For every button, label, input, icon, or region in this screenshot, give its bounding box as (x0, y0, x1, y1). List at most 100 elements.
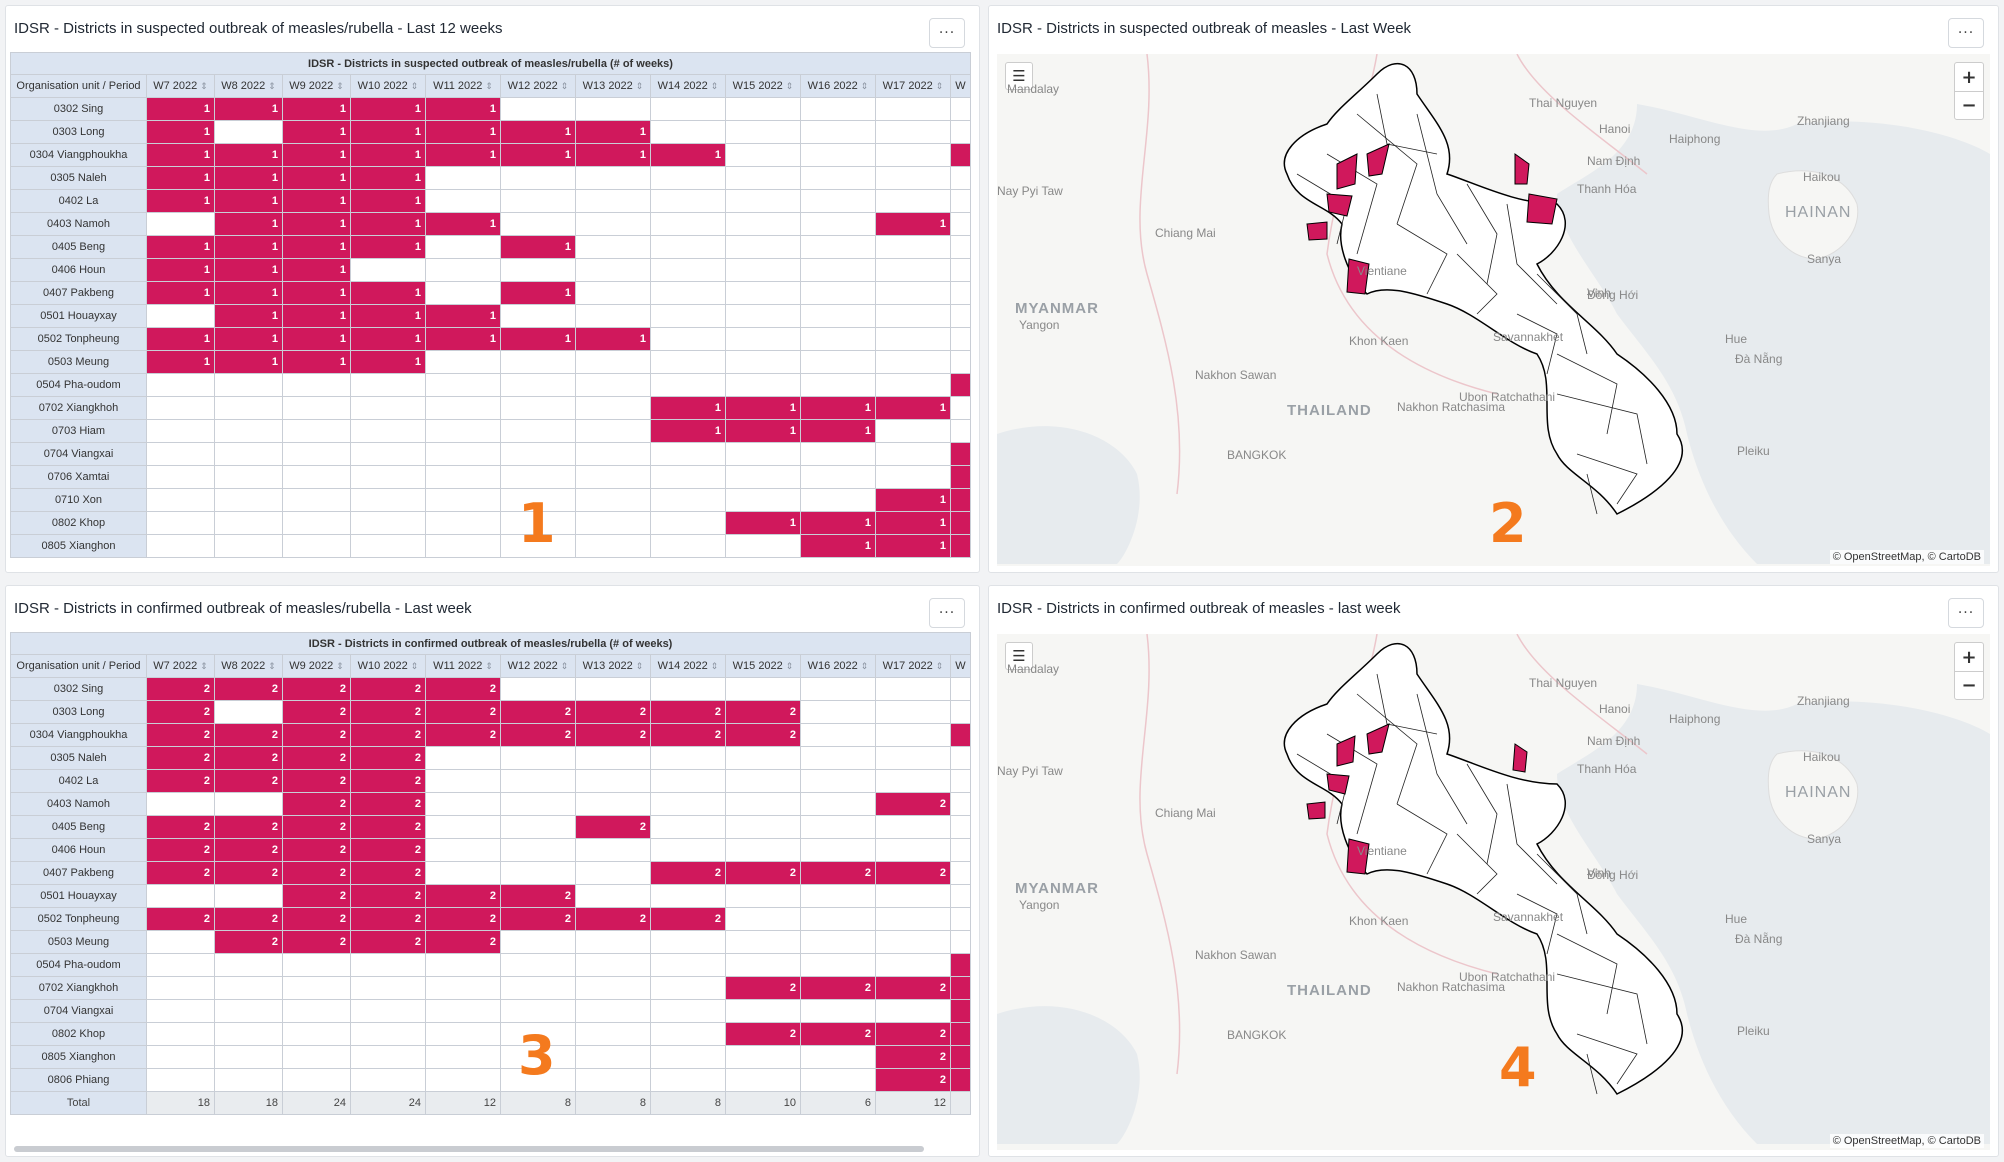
table-cell (950, 281, 971, 305)
sort-icon[interactable]: ⇕ (860, 81, 869, 91)
column-header-sortable[interactable]: W12 2022 ⇕ (500, 74, 576, 98)
column-header-sortable[interactable]: W9 2022 ⇕ (282, 654, 351, 678)
column-header-sortable[interactable]: W10 2022 ⇕ (350, 654, 426, 678)
column-header-sortable[interactable]: W13 2022 ⇕ (575, 74, 651, 98)
column-header-sortable[interactable]: W8 2022 ⇕ (214, 654, 283, 678)
sort-icon[interactable]: ⇕ (560, 661, 569, 671)
column-header-sortable[interactable]: W17 2022 ⇕ (875, 74, 951, 98)
sort-icon[interactable]: ⇕ (336, 661, 344, 671)
table-cell (214, 373, 283, 397)
column-header-sortable[interactable]: W16 2022 ⇕ (800, 74, 876, 98)
table-cell: 2 (575, 907, 651, 931)
sort-icon[interactable]: ⇕ (785, 81, 794, 91)
table-cell (214, 488, 283, 512)
column-header-sortable[interactable]: W15 2022 ⇕ (725, 654, 801, 678)
sort-icon[interactable]: ⇕ (336, 81, 344, 91)
column-header-sortable[interactable]: W7 2022 ⇕ (146, 654, 215, 678)
table-cell (800, 281, 876, 305)
outbreak-district[interactable] (1366, 723, 1390, 755)
outbreak-district[interactable] (1346, 258, 1370, 295)
column-header-sortable[interactable]: W7 2022 ⇕ (146, 74, 215, 98)
sort-icon[interactable]: ⇕ (635, 661, 644, 671)
panel-menu-button[interactable]: ··· (929, 598, 965, 628)
map-view[interactable]: ☰ + − © OpenStreetMap, © CartoDB Mandala… (997, 54, 1990, 566)
sort-icon[interactable]: ⇕ (635, 81, 644, 91)
table-cell: 2 (214, 769, 283, 793)
sort-icon[interactable]: ⇕ (268, 661, 276, 671)
row-header: 0303 Long (10, 700, 147, 724)
table-cell (950, 815, 971, 839)
sort-icon[interactable]: ⇕ (935, 661, 944, 671)
sort-icon[interactable]: ⇕ (410, 81, 419, 91)
column-header-sortable[interactable]: W8 2022 ⇕ (214, 74, 283, 98)
column-header-sortable[interactable]: W10 2022 ⇕ (350, 74, 426, 98)
sort-icon[interactable]: ⇕ (200, 661, 208, 671)
column-header-sortable[interactable]: W11 2022 ⇕ (425, 654, 501, 678)
outbreak-district[interactable] (1336, 735, 1356, 767)
map-view[interactable]: ☰ + − © OpenStreetMap, © CartoDB Mandala… (997, 634, 1990, 1150)
corner-header: Organisation unit / Period (10, 654, 147, 678)
column-header-truncated[interactable]: W (950, 654, 971, 678)
outbreak-district[interactable] (1326, 193, 1353, 217)
column-header-sortable[interactable]: W13 2022 ⇕ (575, 654, 651, 678)
table-cell: 2 (725, 700, 801, 724)
list-icon[interactable]: ☰ (1005, 642, 1033, 670)
table-cell: 2 (214, 746, 283, 770)
column-header-sortable[interactable]: W14 2022 ⇕ (650, 654, 726, 678)
table-cell: 2 (350, 861, 426, 885)
table-cell: 1 (800, 396, 876, 420)
sort-icon[interactable]: ⇕ (200, 81, 208, 91)
zoom-out-button[interactable]: − (1955, 671, 1983, 699)
column-header-sortable[interactable]: W16 2022 ⇕ (800, 654, 876, 678)
outbreak-district[interactable] (1514, 153, 1530, 185)
column-header-sortable[interactable]: W14 2022 ⇕ (650, 74, 726, 98)
panel-menu-button[interactable]: ··· (929, 18, 965, 48)
sort-icon[interactable]: ⇕ (935, 81, 944, 91)
list-icon[interactable]: ☰ (1005, 62, 1033, 90)
map-place-label: Vinh (1587, 286, 1611, 300)
sort-icon[interactable]: ⇕ (485, 661, 493, 671)
column-header-sortable[interactable]: W11 2022 ⇕ (425, 74, 501, 98)
table-cell (282, 999, 351, 1023)
sort-icon[interactable]: ⇕ (860, 661, 869, 671)
column-header-sortable[interactable]: W15 2022 ⇕ (725, 74, 801, 98)
outbreak-district[interactable] (1306, 801, 1326, 820)
zoom-in-button[interactable]: + (1961, 646, 1977, 668)
zoom-out-button[interactable]: − (1955, 91, 1983, 119)
sort-icon[interactable]: ⇕ (560, 81, 569, 91)
pivot-table-container[interactable]: IDSR - Districts in confirmed outbreak o… (10, 632, 971, 1156)
sort-icon[interactable]: ⇕ (785, 661, 794, 671)
table-cell: 1 (282, 166, 351, 190)
table-cell (350, 534, 426, 558)
table-cell (575, 350, 651, 374)
outbreak-district[interactable] (1346, 838, 1370, 875)
sort-icon[interactable]: ⇕ (710, 81, 719, 91)
outbreak-district[interactable] (1526, 193, 1558, 225)
table-cell: 2 (350, 723, 426, 747)
table-cell (146, 419, 215, 443)
column-header-sortable[interactable]: W12 2022 ⇕ (500, 654, 576, 678)
sort-icon[interactable]: ⇕ (410, 661, 419, 671)
outbreak-district[interactable] (1366, 143, 1390, 177)
horizontal-scrollbar[interactable] (14, 1146, 924, 1152)
panel-menu-button[interactable]: ··· (1948, 18, 1984, 48)
sort-icon[interactable]: ⇕ (485, 81, 493, 91)
table-cell (725, 120, 801, 144)
table-cell (800, 838, 876, 862)
outbreak-district[interactable] (1512, 743, 1528, 773)
table-cell: 1 (214, 281, 283, 305)
sort-icon[interactable]: ⇕ (710, 661, 719, 671)
outbreak-district[interactable] (1326, 773, 1350, 795)
sort-icon[interactable]: ⇕ (268, 81, 276, 91)
panel-menu-button[interactable]: ··· (1948, 598, 1984, 628)
column-header-sortable[interactable]: W9 2022 ⇕ (282, 74, 351, 98)
table-cell (875, 838, 951, 862)
outbreak-district[interactable] (1306, 221, 1328, 241)
table-cell (500, 258, 576, 282)
outbreak-district[interactable] (1336, 153, 1358, 190)
zoom-in-button[interactable]: + (1961, 66, 1977, 88)
pivot-table-container[interactable]: IDSR - Districts in suspected outbreak o… (10, 52, 971, 572)
column-header-truncated[interactable]: W (950, 74, 971, 98)
column-header-sortable[interactable]: W17 2022 ⇕ (875, 654, 951, 678)
table-cell (214, 534, 283, 558)
